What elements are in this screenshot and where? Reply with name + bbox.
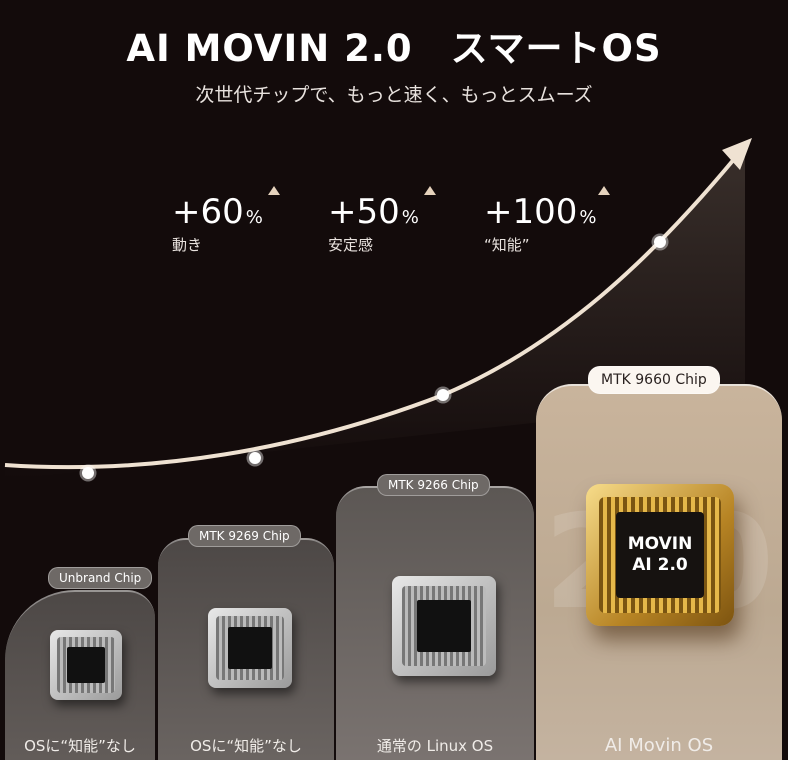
chip-badge: MTK 9269 Chip [188,525,301,547]
stat-label: 安定感 [328,236,374,254]
stat-stability: +50% 安定感 [328,186,436,255]
tier-os-label: AI Movin OS [604,735,714,756]
chip-text: MOVIN [627,534,693,554]
tier-os-label: 通常の Linux OS [376,737,494,755]
chip-icon [392,576,496,676]
stat-value: +50 [328,192,400,232]
page-subtitle: 次世代チップで、もっと速く、もっとスムーズ [195,84,593,106]
tier-card-unbrand: OSに“知能”なし [5,590,155,760]
up-arrow-icon [268,186,280,195]
gold-chip-icon: MOVIN AI 2.0 [586,484,734,626]
curve-point [434,386,452,404]
stat-value: +60 [172,192,244,232]
chip-icon [50,630,122,700]
chip-text: AI 2.0 [632,555,688,575]
chip-badge: MTK 9660 Chip [588,366,720,394]
stat-unit: % [579,207,597,228]
tier-os-label: OSに“知能”なし [24,737,136,755]
arrow-head-icon [722,138,752,170]
chip-badge: MTK 9266 Chip [377,474,490,496]
stat-label: 動き [172,236,203,254]
curve-point [246,449,264,467]
stat-unit: % [401,207,419,228]
curve-point [79,464,97,482]
page-title: AI MOVIN 2.0 スマートOS [126,27,662,70]
stat-value: +100 [484,192,578,232]
stat-unit: % [245,207,263,228]
up-arrow-icon [424,186,436,195]
chip-icon [208,608,292,688]
stat-intelligence: +100% “知能” [484,186,610,255]
chip-badge: Unbrand Chip [48,567,153,589]
stat-motion: +60% 動き [172,186,280,255]
stat-label: “知能” [484,236,530,254]
tier-card-mtk9266: 通常の Linux OS [336,486,534,760]
tier-os-label: OSに“知能”なし [190,737,302,755]
up-arrow-icon [598,186,610,195]
curve-point [651,233,669,251]
tier-card-mtk9269: OSに“知能”なし [158,538,334,760]
